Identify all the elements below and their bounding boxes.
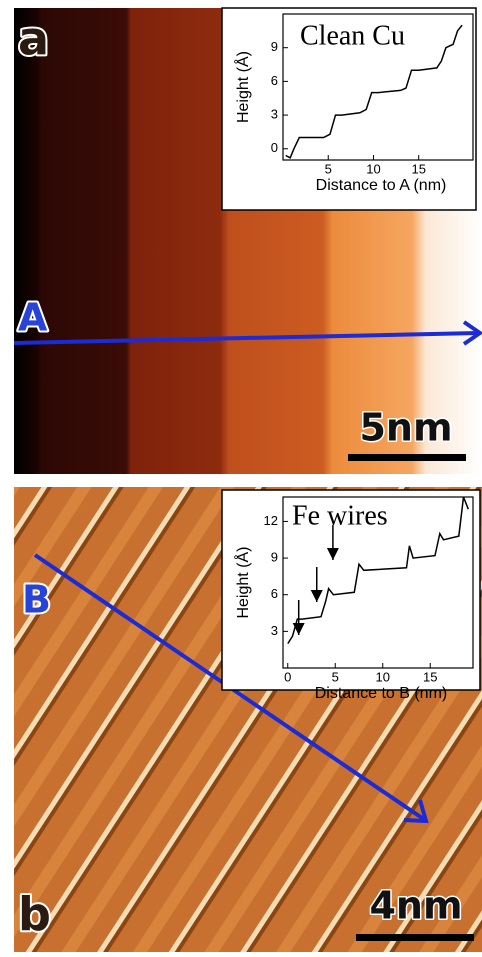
y-tick-label: 6 [271,73,278,88]
y-tick-label: 9 [271,550,278,565]
scale-bar [356,934,474,941]
panel-label: a [18,12,49,66]
page: a A B b 5nm 4nm 5 10 15 0 3 6 9 Distance to A (… [0,0,482,952]
y-axis-label: Height (Å) [233,546,252,618]
x-tick-label: 10 [376,669,390,684]
x-tick-label: 5 [332,669,339,684]
x-axis-label: Distance to A (nm) [316,177,447,194]
x-tick-label: 15 [423,669,437,684]
inset-title: Clean Cu [300,20,405,51]
x-tick-label: 0 [284,669,291,684]
x-tick-label: 10 [366,161,380,176]
x-tick-label: 5 [325,161,332,176]
inset-title: Fe wires [292,500,388,531]
y-tick-label: 3 [271,107,278,122]
figure: a A B b 5nm 4nm 5 10 15 0 3 6 9 Distance to A (… [0,0,482,952]
y-tick-label: 12 [264,513,278,528]
y-axis-label: Height (Å) [233,51,252,123]
x-tick-label: 15 [411,161,425,176]
y-tick-label: 9 [271,39,278,54]
scale-bar-label: 4nm [369,884,462,928]
scale-bar [348,454,466,461]
profile-marker: A [18,296,48,340]
scale-bar-label: 5nm [359,406,452,450]
profile-marker: B [22,578,51,622]
y-tick-label: 6 [271,586,278,601]
panel-label: b [18,888,51,942]
y-tick-label: 0 [271,140,278,155]
x-axis-label: Distance to B (nm) [315,685,447,702]
y-tick-label: 3 [271,623,278,638]
